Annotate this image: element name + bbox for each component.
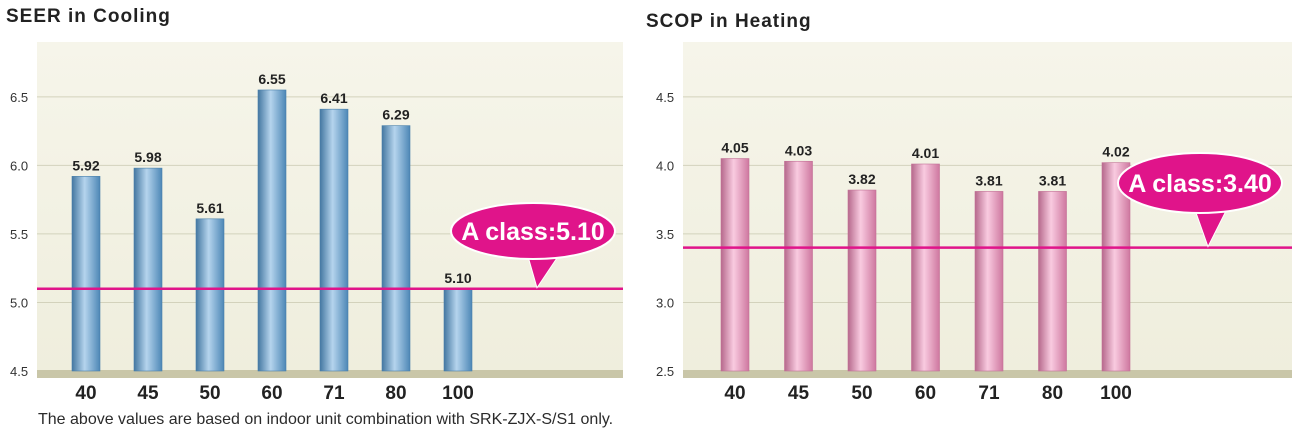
bar-value-label: 3.81 xyxy=(1039,172,1066,188)
a-class-callout-label: A class:3.40 xyxy=(1128,170,1272,198)
x-tick-label: 45 xyxy=(788,383,810,404)
x-tick-label: 50 xyxy=(851,383,872,404)
scop-heating-chart: 2.5 3.0 3.5 4.0 4.5 4.05 40 4.03 45 3.82 50 4.01 60 3… xyxy=(656,42,1292,404)
bar-value-label: 6.29 xyxy=(382,107,409,123)
bar-value-label: 6.41 xyxy=(320,90,347,106)
bar-value-label: 4.01 xyxy=(912,145,939,161)
x-tick-label: 100 xyxy=(1100,383,1132,404)
y-tick-label: 5.0 xyxy=(10,295,28,310)
bar-value-label: 5.92 xyxy=(72,157,99,173)
bar-100 xyxy=(443,288,473,372)
bar-80 xyxy=(1038,191,1067,372)
bar-45 xyxy=(133,167,163,372)
bar-60 xyxy=(257,89,287,372)
bar-value-label: 5.10 xyxy=(444,270,471,286)
y-tick-label: 4.5 xyxy=(10,364,28,379)
a-class-callout xyxy=(1117,152,1283,214)
chart-title-scop: SCOP in Heating xyxy=(646,11,812,32)
bar-71 xyxy=(319,108,349,372)
a-class-callout xyxy=(450,202,616,260)
x-tick-label: 40 xyxy=(75,383,96,404)
y-tick-label: 3.5 xyxy=(656,227,674,242)
y-tick-label: 3.0 xyxy=(656,295,674,310)
bar-40 xyxy=(720,158,750,372)
y-tick-label: 6.0 xyxy=(10,158,28,173)
x-tick-label: 71 xyxy=(978,383,1000,404)
chart-title-seer: SEER in Cooling xyxy=(6,6,171,27)
bar-value-label: 6.55 xyxy=(258,71,285,87)
bar-value-label: 4.03 xyxy=(785,142,812,158)
y-tick-label: 5.5 xyxy=(10,227,28,242)
x-tick-label: 40 xyxy=(724,383,745,404)
bar-60 xyxy=(911,163,940,372)
bar-value-label: 4.05 xyxy=(721,140,748,156)
bar-value-label: 3.81 xyxy=(975,172,1002,188)
bar-45 xyxy=(784,160,813,372)
bar-50 xyxy=(195,218,225,372)
x-tick-label: 71 xyxy=(323,383,345,404)
bar-value-label: 4.02 xyxy=(1102,144,1129,160)
bar-value-label: 3.82 xyxy=(848,171,875,187)
bar-50 xyxy=(847,189,877,372)
x-tick-label: 80 xyxy=(385,383,406,404)
x-tick-label: 80 xyxy=(1042,383,1063,404)
bar-value-label: 5.61 xyxy=(196,200,223,216)
bar-71 xyxy=(974,191,1004,372)
y-tick-label: 6.5 xyxy=(10,90,28,105)
y-tick-label: 4.5 xyxy=(656,90,674,105)
footnote: The above values are based on indoor uni… xyxy=(38,411,614,428)
x-tick-label: 60 xyxy=(261,383,282,404)
x-tick-label: 100 xyxy=(442,383,474,404)
x-tick-label: 60 xyxy=(915,383,936,404)
bar-100 xyxy=(1101,162,1131,372)
bar-value-label: 5.98 xyxy=(134,149,161,165)
a-class-callout-label: A class:5.10 xyxy=(461,218,605,246)
x-tick-label: 50 xyxy=(199,383,220,404)
x-tick-label: 45 xyxy=(137,383,159,404)
bar-80 xyxy=(381,125,411,372)
y-tick-label: 2.5 xyxy=(656,364,674,379)
bar-40 xyxy=(71,176,101,372)
y-tick-label: 4.0 xyxy=(656,158,674,173)
seer-cooling-chart: 4.5 5.0 5.5 6.0 6.5 5.92 40 5.98 45 5.61 50 6.55 60 6… xyxy=(10,42,623,404)
x-axis-band xyxy=(37,370,623,378)
x-axis-band xyxy=(683,370,1292,378)
